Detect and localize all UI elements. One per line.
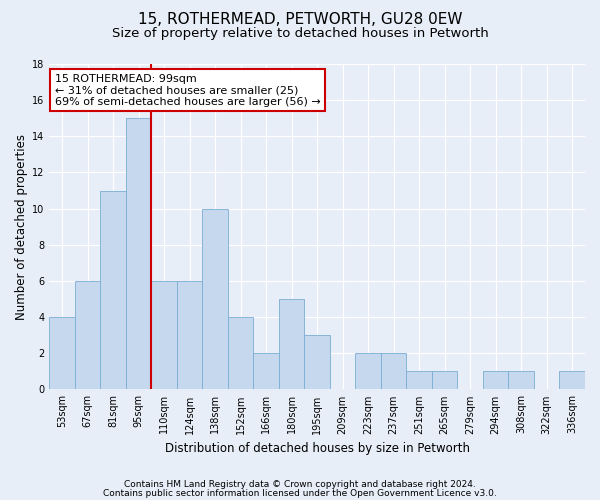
Bar	[279, 299, 304, 390]
Y-axis label: Number of detached properties: Number of detached properties	[15, 134, 28, 320]
Bar	[406, 372, 432, 390]
Bar	[151, 281, 177, 390]
Bar	[177, 281, 202, 390]
Bar	[432, 372, 457, 390]
Bar	[228, 317, 253, 390]
Bar	[483, 372, 508, 390]
Text: Size of property relative to detached houses in Petworth: Size of property relative to detached ho…	[112, 28, 488, 40]
Text: Contains public sector information licensed under the Open Government Licence v3: Contains public sector information licen…	[103, 489, 497, 498]
Bar	[75, 281, 100, 390]
Bar	[508, 372, 534, 390]
Text: Contains HM Land Registry data © Crown copyright and database right 2024.: Contains HM Land Registry data © Crown c…	[124, 480, 476, 489]
Bar	[559, 372, 585, 390]
X-axis label: Distribution of detached houses by size in Petworth: Distribution of detached houses by size …	[165, 442, 470, 455]
Bar	[304, 335, 330, 390]
Bar	[202, 208, 228, 390]
Text: 15, ROTHERMEAD, PETWORTH, GU28 0EW: 15, ROTHERMEAD, PETWORTH, GU28 0EW	[138, 12, 462, 28]
Bar	[355, 354, 381, 390]
Bar	[253, 354, 279, 390]
Bar	[100, 190, 126, 390]
Bar	[126, 118, 151, 390]
Text: 15 ROTHERMEAD: 99sqm
← 31% of detached houses are smaller (25)
69% of semi-detac: 15 ROTHERMEAD: 99sqm ← 31% of detached h…	[55, 74, 320, 107]
Bar	[381, 354, 406, 390]
Bar	[49, 317, 75, 390]
